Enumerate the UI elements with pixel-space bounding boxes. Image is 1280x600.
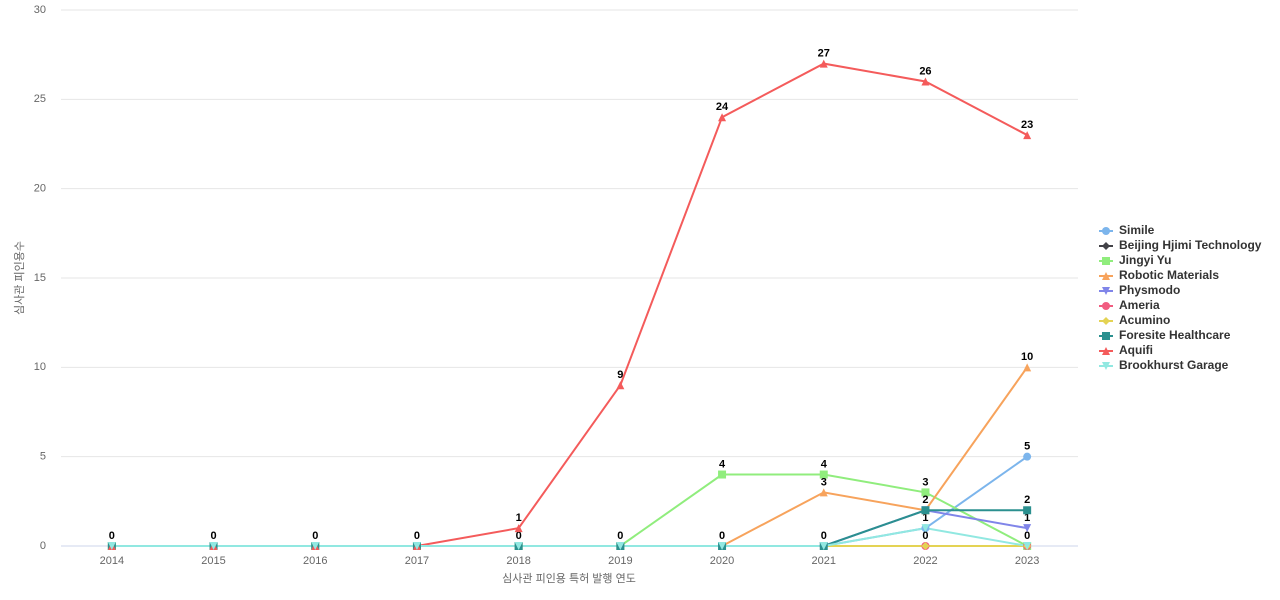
legend-marker: [1102, 242, 1110, 250]
legend-label: Jingyi Yu: [1119, 253, 1171, 267]
y-tick-label: 20: [34, 183, 46, 195]
data-label: 1: [516, 512, 522, 524]
data-label: 26: [919, 65, 931, 77]
x-tick-label: 2017: [405, 555, 429, 567]
data-label: 0: [516, 530, 522, 542]
data-label: 5: [1024, 441, 1030, 453]
legend-label: Ameria: [1119, 298, 1160, 312]
y-tick-label: 10: [34, 361, 46, 373]
series-line: [111, 62, 1028, 547]
data-point: [311, 542, 320, 550]
y-tick-label: 0: [40, 540, 46, 552]
legend-marker: [1102, 272, 1110, 280]
data-point: [718, 113, 727, 122]
legend-label: Acumino: [1119, 313, 1170, 327]
data-label: 23: [1021, 119, 1033, 131]
data-point: [921, 77, 930, 86]
data-point: [209, 542, 218, 550]
data-point: [819, 59, 828, 68]
data-point: [616, 381, 625, 390]
y-tick-label: 5: [40, 451, 46, 463]
legend-label: Aquifi: [1119, 343, 1153, 357]
data-label: 0: [210, 530, 216, 542]
x-tick-label: 2014: [100, 555, 124, 567]
legend-label: Brookhurst Garage: [1119, 358, 1229, 372]
data-point: [921, 542, 930, 550]
series-line: [111, 527, 1028, 547]
data-label: 4: [719, 458, 726, 470]
data-label: 4: [821, 458, 828, 470]
data-point: [1023, 542, 1032, 550]
y-axis-label: 심사관 피인용수: [13, 241, 26, 315]
legend-marker: [1102, 227, 1110, 235]
legend-marker: [1102, 362, 1110, 370]
data-label: 3: [922, 476, 928, 488]
data-label: 1: [1024, 512, 1030, 524]
data-label: 2: [1024, 494, 1030, 506]
data-label: 24: [716, 101, 729, 113]
data-point: [1023, 524, 1032, 533]
y-tick-label: 15: [34, 272, 46, 284]
x-tick-label: 2020: [710, 555, 734, 567]
data-point: [1023, 363, 1032, 372]
x-tick-label: 2022: [913, 555, 937, 567]
data-point: [107, 542, 116, 550]
legend-label: Robotic Materials: [1119, 268, 1219, 282]
series-line: [111, 509, 1028, 547]
data-point: [819, 470, 828, 479]
data-label: 27: [818, 48, 830, 60]
data-point: [1023, 452, 1032, 461]
legend-marker: [1102, 317, 1110, 325]
data-label: 9: [617, 369, 623, 381]
data-label: 0: [1024, 530, 1030, 542]
data-point: [718, 542, 727, 550]
data-point: [514, 542, 523, 550]
legend-label: Simile: [1119, 223, 1155, 237]
data-label: 2: [922, 494, 928, 506]
data-point: [718, 470, 727, 479]
series-line: [111, 455, 1028, 547]
legend-marker: [1102, 332, 1110, 340]
data-label: 0: [109, 530, 115, 542]
data-label: 0: [617, 530, 623, 542]
data-point: [1023, 131, 1032, 140]
legend-marker: [1102, 302, 1110, 310]
data-point: [819, 542, 828, 550]
data-point: [616, 542, 625, 550]
legend-marker: [1102, 287, 1110, 295]
legend-label: Physmodo: [1119, 283, 1180, 297]
data-label: 0: [821, 530, 827, 542]
legend-marker: [1102, 347, 1110, 355]
data-point: [921, 506, 930, 515]
data-label: 3: [821, 476, 827, 488]
x-axis-label: 심사관 피인용 특허 발행 연도: [502, 572, 636, 585]
data-label: 0: [719, 530, 725, 542]
data-label: 0: [312, 530, 318, 542]
data-point: [819, 488, 828, 497]
data-label: 10: [1021, 351, 1033, 363]
x-tick-label: 2023: [1015, 555, 1039, 567]
data-point: [1023, 506, 1032, 515]
data-point: [514, 524, 523, 533]
x-tick-label: 2021: [812, 555, 836, 567]
data-label: 1: [922, 512, 928, 524]
x-tick-label: 2018: [506, 555, 530, 567]
x-tick-label: 2015: [201, 555, 225, 567]
y-tick-label: 25: [34, 93, 46, 105]
data-point: [921, 488, 930, 497]
series-line: [111, 509, 1028, 547]
y-tick-label: 30: [34, 4, 46, 16]
data-point: [921, 524, 930, 533]
x-tick-label: 2016: [303, 555, 327, 567]
legend-label: Foresite Healthcare: [1119, 328, 1231, 342]
data-label: 0: [922, 530, 928, 542]
legend-marker: [1102, 257, 1110, 265]
data-label: 0: [414, 530, 420, 542]
data-point: [412, 542, 421, 550]
legend-label: Beijing Hjimi Technology: [1119, 238, 1262, 252]
x-tick-label: 2019: [608, 555, 632, 567]
